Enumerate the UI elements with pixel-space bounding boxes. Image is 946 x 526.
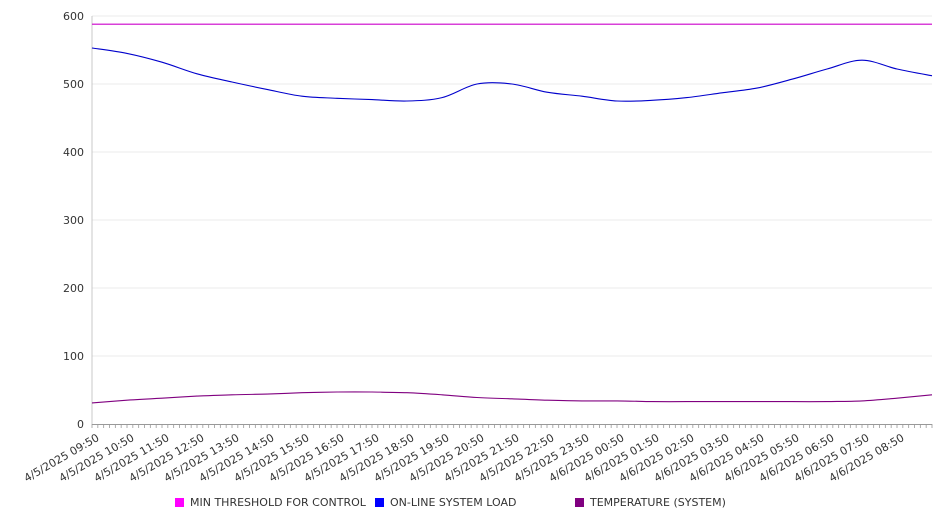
y-axis-ticks: 0 100 200 300 400 500 600: [63, 10, 84, 431]
y-tick-label: 100: [63, 350, 84, 363]
legend-label: ON-LINE SYSTEM LOAD: [390, 496, 517, 509]
series-line-2: [91, 391, 933, 404]
legend-item-min-threshold: MIN THRESHOLD FOR CONTROL: [175, 496, 366, 509]
y-tick-label: 0: [77, 418, 84, 431]
x-axis-ticks: 4/5/2025 09:504/5/2025 10:504/5/2025 11:…: [22, 431, 907, 485]
y-tick-label: 500: [63, 78, 84, 91]
legend-swatch: [575, 498, 584, 507]
legend-label: TEMPERATURE (SYSTEM): [590, 496, 726, 509]
legend-swatch: [375, 498, 384, 507]
series-line-1: [91, 47, 933, 102]
legend-item-temperature: TEMPERATURE (SYSTEM): [575, 496, 726, 509]
series-lines: [91, 23, 933, 404]
legend-swatch: [175, 498, 184, 507]
grid-lines: [92, 15, 932, 357]
y-tick-label: 200: [63, 282, 84, 295]
y-tick-label: 600: [63, 10, 84, 23]
legend-label: MIN THRESHOLD FOR CONTROL: [190, 496, 366, 509]
y-tick-label: 300: [63, 214, 84, 227]
legend-item-system-load: ON-LINE SYSTEM LOAD: [375, 496, 516, 509]
legend: MIN THRESHOLD FOR CONTROL ON-LINE SYSTEM…: [0, 496, 946, 516]
y-tick-label: 400: [63, 146, 84, 159]
axes: [91, 16, 933, 428]
